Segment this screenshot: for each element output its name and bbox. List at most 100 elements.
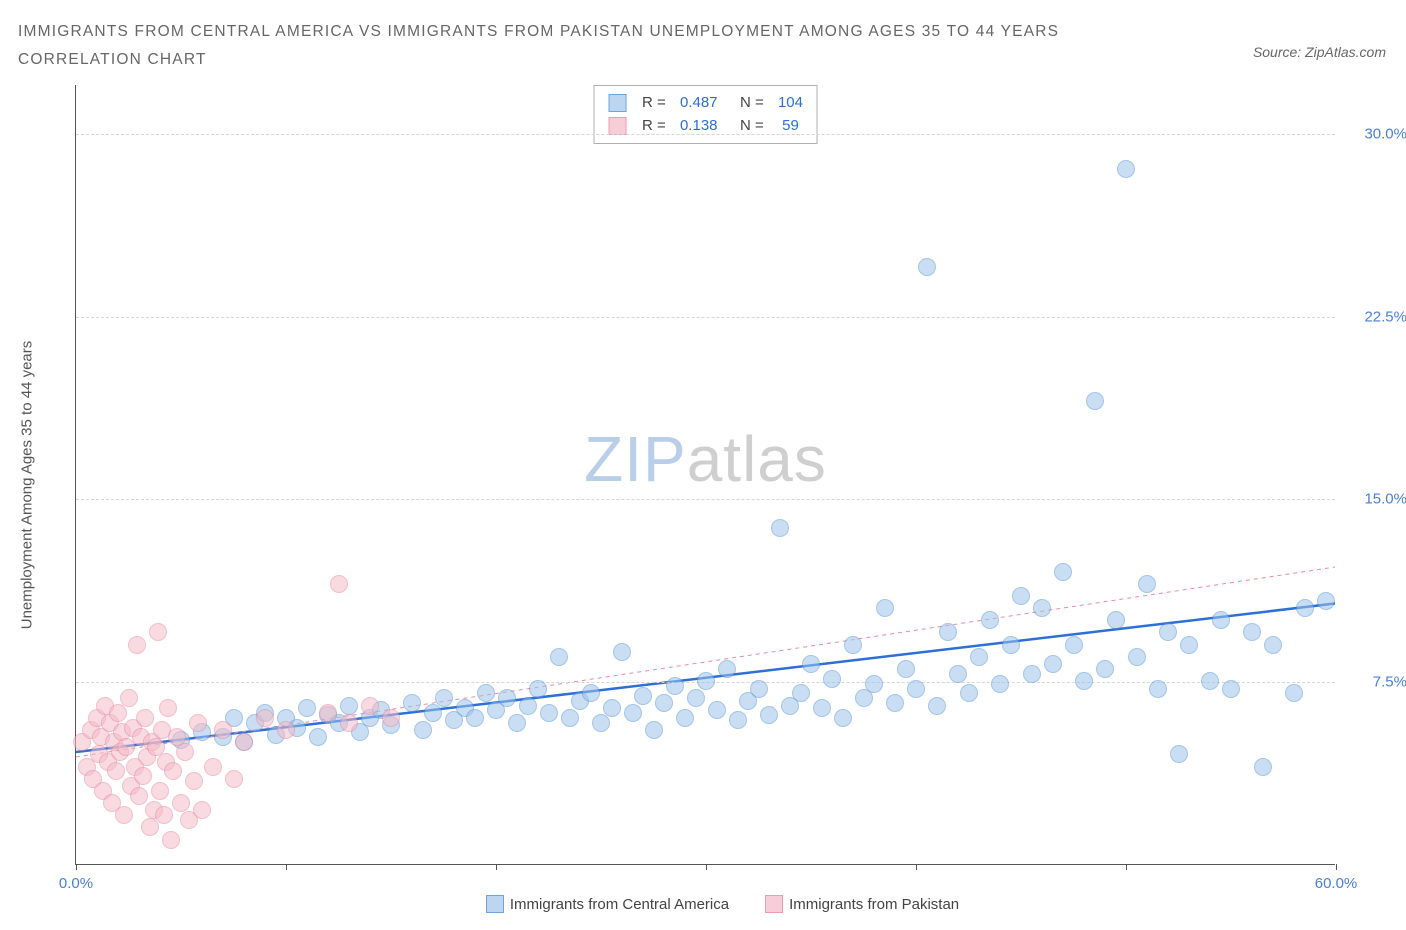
source-attribution: Source: ZipAtlas.com [1253, 44, 1386, 60]
data-point [128, 636, 146, 654]
gridline [76, 499, 1335, 500]
data-point [1222, 680, 1240, 698]
x-tick-label: 0.0% [59, 875, 93, 892]
data-point [624, 704, 642, 722]
data-point [928, 697, 946, 715]
x-tick [1126, 864, 1127, 870]
data-point [529, 680, 547, 698]
data-point [1180, 636, 1198, 654]
data-point [603, 699, 621, 717]
data-point [149, 623, 167, 641]
data-point [729, 711, 747, 729]
plot-area: ZIPatlas R = 0.487 N = 104R = 0.138 N = … [75, 85, 1335, 865]
data-point [676, 709, 694, 727]
data-point [813, 699, 831, 717]
data-point [498, 689, 516, 707]
correlation-chart: Unemployment Among Ages 35 to 44 years Z… [55, 85, 1390, 885]
y-tick-label: 7.5% [1347, 674, 1406, 691]
data-point [960, 684, 978, 702]
x-tick [1336, 864, 1337, 870]
data-point [298, 699, 316, 717]
data-point [141, 818, 159, 836]
x-tick [916, 864, 917, 870]
data-point [634, 687, 652, 705]
data-point [582, 684, 600, 702]
x-tick-label: 60.0% [1315, 875, 1358, 892]
data-point [802, 655, 820, 673]
data-point [256, 709, 274, 727]
data-point [1002, 636, 1020, 654]
data-point [981, 611, 999, 629]
data-point [750, 680, 768, 698]
data-point [330, 575, 348, 593]
data-point [435, 689, 453, 707]
data-point [613, 643, 631, 661]
data-point [991, 675, 1009, 693]
n-value: 104 [778, 92, 803, 115]
series-legend: Immigrants from Central AmericaImmigrant… [55, 895, 1390, 917]
data-point [466, 709, 484, 727]
y-tick-label: 22.5% [1347, 308, 1406, 325]
gridline [76, 134, 1335, 135]
data-point [760, 706, 778, 724]
data-point [550, 648, 568, 666]
data-point [134, 767, 152, 785]
data-point [130, 787, 148, 805]
data-point [687, 689, 705, 707]
data-point [214, 721, 232, 739]
data-point [235, 733, 253, 751]
data-point [382, 709, 400, 727]
x-tick [76, 864, 77, 870]
data-point [477, 684, 495, 702]
data-point [939, 623, 957, 641]
data-point [151, 782, 169, 800]
data-point [361, 697, 379, 715]
x-tick [706, 864, 707, 870]
trend-lines [76, 85, 1335, 864]
data-point [970, 648, 988, 666]
data-point [172, 794, 190, 812]
data-point [1243, 623, 1261, 641]
data-point [1117, 160, 1135, 178]
data-point [823, 670, 841, 688]
data-point [508, 714, 526, 732]
gridline [76, 317, 1335, 318]
legend-swatch [608, 94, 626, 112]
data-point [1023, 665, 1041, 683]
data-point [771, 519, 789, 537]
data-point [907, 680, 925, 698]
data-point [185, 772, 203, 790]
data-point [718, 660, 736, 678]
data-point [1296, 599, 1314, 617]
data-point [1033, 599, 1051, 617]
legend-item: Immigrants from Pakistan [765, 895, 959, 913]
data-point [1170, 745, 1188, 763]
data-point [162, 831, 180, 849]
data-point [1065, 636, 1083, 654]
data-point [193, 801, 211, 819]
data-point [697, 672, 715, 690]
data-point [225, 770, 243, 788]
r-value: 0.487 [680, 92, 718, 115]
stats-legend-box: R = 0.487 N = 104R = 0.138 N = 59 [593, 85, 818, 144]
data-point [834, 709, 852, 727]
y-tick-label: 30.0% [1347, 125, 1406, 142]
data-point [115, 806, 133, 824]
data-point [865, 675, 883, 693]
data-point [886, 694, 904, 712]
data-point [1159, 623, 1177, 641]
data-point [319, 704, 337, 722]
data-point [1212, 611, 1230, 629]
data-point [414, 721, 432, 739]
data-point [897, 660, 915, 678]
data-point [1264, 636, 1282, 654]
data-point [340, 697, 358, 715]
data-point [136, 709, 154, 727]
y-axis-label: Unemployment Among Ages 35 to 44 years [19, 341, 36, 630]
data-point [1285, 684, 1303, 702]
data-point [519, 697, 537, 715]
data-point [949, 665, 967, 683]
data-point [666, 677, 684, 695]
n-label: N = [728, 92, 768, 115]
data-point [1128, 648, 1146, 666]
